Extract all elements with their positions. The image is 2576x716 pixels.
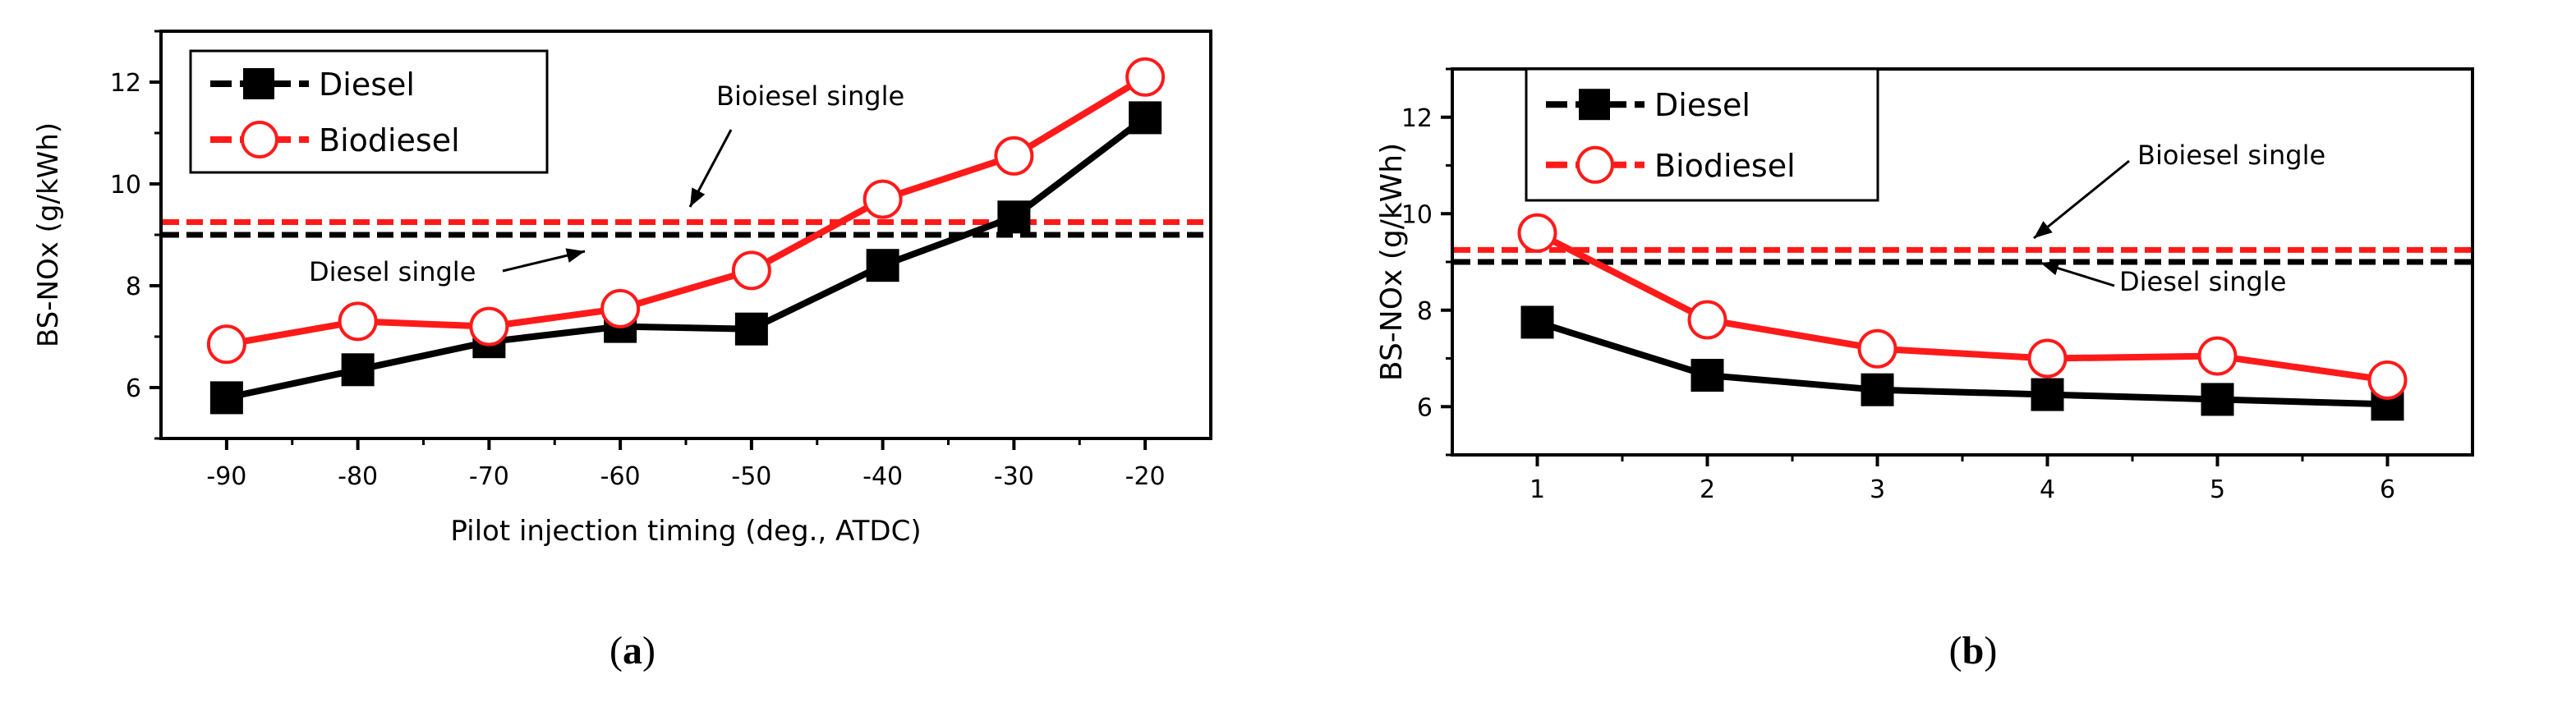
annotation-arrowhead — [690, 187, 706, 207]
panel-label-part: ) — [642, 629, 656, 672]
y-tick-label: 10 — [110, 171, 141, 200]
data-point-biodiesel — [1125, 57, 1166, 97]
x-tick-label: -60 — [600, 462, 641, 491]
data-point-diesel — [997, 200, 1031, 234]
x-tick-label: 5 — [2210, 475, 2225, 504]
data-point-diesel — [2201, 383, 2234, 416]
x-tick-label: -80 — [338, 462, 378, 491]
series-line-biodiesel — [226, 74, 1148, 348]
series-line-diesel — [1536, 319, 2388, 408]
annotation-arrowhead — [2034, 221, 2053, 238]
panel-a: -90 -80 -70 -60 -50 -40 -30 -20 6 8 10 12 Pilot inje… — [32, 30, 1212, 672]
x-tick-label: -50 — [731, 462, 771, 491]
data-point-biodiesel — [862, 179, 903, 219]
data-point-biodiesel — [1687, 300, 1727, 340]
annotation-arrow — [2033, 159, 2130, 240]
data-point-biodiesel — [2367, 360, 2408, 400]
annotation-label: Diesel single — [309, 256, 476, 287]
y-tick-label: 10 — [1401, 200, 1433, 229]
x-tick-label: -90 — [206, 462, 246, 491]
legend-label-diesel: Diesel — [1654, 87, 1750, 123]
legend-label-biodiesel: Biodiesel — [319, 122, 460, 158]
annotation-label: Diesel single — [2119, 266, 2286, 297]
panel-label-part: ( — [1949, 629, 1962, 672]
legend-label-biodiesel: Biodiesel — [1654, 148, 1796, 184]
x-axis-label: Pilot injection timing (deg., ATDC) — [450, 515, 921, 548]
x-tick-label: 2 — [1700, 475, 1715, 504]
data-point-biodiesel — [2027, 338, 2068, 379]
series-line-biodiesel — [1535, 230, 2389, 383]
y-axis-label: BS-NOx (g/kWh) — [32, 122, 65, 347]
legend-marker-biodiesel — [1576, 145, 1614, 184]
data-point-biodiesel — [469, 306, 509, 347]
data-point-diesel — [209, 381, 243, 415]
data-point-biodiesel — [600, 288, 641, 328]
data-point-diesel — [1520, 305, 1554, 339]
annotation-label: Bioiesel single — [2137, 140, 2325, 171]
y-tick-label: 6 — [126, 374, 141, 403]
data-point-biodiesel — [994, 135, 1034, 176]
data-point-diesel — [2031, 378, 2064, 411]
y-axis-label: BS-NOx (g/kWh) — [1375, 143, 1409, 381]
legend-marker-diesel — [243, 67, 274, 99]
x-tick-label: 6 — [2380, 475, 2395, 504]
x-axis-label: Pilot injection mass (mg/cyc.) — [1745, 534, 2180, 567]
panel-label: (b) — [1949, 629, 1998, 672]
x-tick-label: 1 — [1530, 475, 1545, 504]
data-point-diesel — [1129, 101, 1162, 135]
series-line-diesel — [226, 115, 1148, 402]
x-tick-label: -40 — [862, 462, 903, 491]
y-tick-label: 6 — [1417, 393, 1433, 422]
annotation-label: Bioiesel single — [716, 80, 904, 112]
panel-label: (a) — [610, 629, 656, 672]
data-point-diesel — [341, 353, 375, 387]
x-tick-label: -70 — [469, 462, 509, 491]
y-tick-label: 8 — [126, 273, 141, 301]
y-tick-label: 8 — [1417, 297, 1433, 326]
data-point-diesel — [866, 249, 899, 282]
panel-label-part: ) — [1984, 629, 1997, 672]
legend-marker-biodiesel — [241, 121, 278, 159]
panel-label-part: a — [623, 629, 642, 672]
y-tick-label: 12 — [1401, 104, 1433, 133]
annotation-arrowhead — [2040, 260, 2060, 276]
y-tick-label: 12 — [110, 69, 141, 98]
data-point-biodiesel — [1517, 213, 1557, 253]
data-point-diesel — [1861, 373, 1894, 406]
data-point-biodiesel — [206, 324, 246, 365]
x-tick-label: -30 — [994, 462, 1034, 491]
annotation-arrowhead — [565, 248, 585, 263]
panel-label-part: b — [1962, 629, 1985, 672]
data-point-biodiesel — [338, 301, 378, 342]
legend-marker-diesel — [1579, 89, 1610, 121]
data-point-biodiesel — [731, 250, 771, 291]
legend-label-diesel: Diesel — [319, 67, 415, 103]
x-tick-label: 4 — [2040, 475, 2055, 504]
data-point-diesel — [734, 312, 768, 346]
data-point-biodiesel — [1857, 328, 1898, 369]
x-tick-label: 3 — [1870, 475, 1885, 504]
data-point-biodiesel — [2197, 336, 2238, 376]
x-tick-label: -20 — [1125, 462, 1166, 491]
panel-label-part: ( — [610, 629, 623, 672]
data-point-diesel — [1690, 359, 1724, 392]
